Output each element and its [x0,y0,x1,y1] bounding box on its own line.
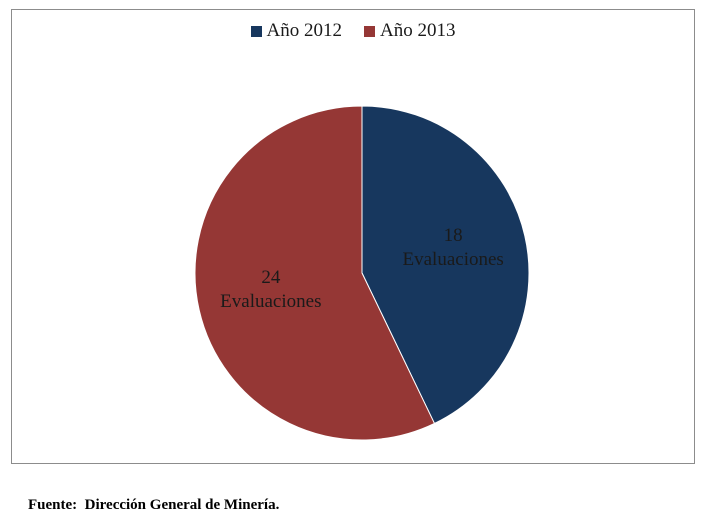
legend-item-2013: Año 2013 [364,20,455,42]
legend-swatch-2012 [250,25,262,37]
slice-value-2: 24 [261,267,281,288]
slice-data-label-1: 18 Evaluaciones [403,225,504,270]
chart-frame: Año 2012 Año 2013 18 Evaluaciones 24 Evalua… [11,9,695,464]
slice-data-label-2: 24 Evaluaciones [220,267,321,312]
slice-text-1: Evaluaciones [403,249,504,270]
legend-label-2012: Año 2012 [266,20,342,41]
source-note: Fuente: Dirección General de Minería. [28,497,280,513]
pie-slice-2 [194,105,436,441]
legend-item-2012: Año 2012 [250,20,342,42]
legend-swatch-2013 [364,25,375,37]
pie-chart: 18 Evaluaciones 24 Evaluaciones [194,105,530,441]
legend-label-2013: Año 2013 [380,20,456,41]
pie-slice-1 [361,105,530,425]
slice-text-2: Evaluaciones [220,291,321,312]
legend: Año 2012 Año 2013 [12,20,694,42]
slice-value-1: 18 [444,225,463,246]
